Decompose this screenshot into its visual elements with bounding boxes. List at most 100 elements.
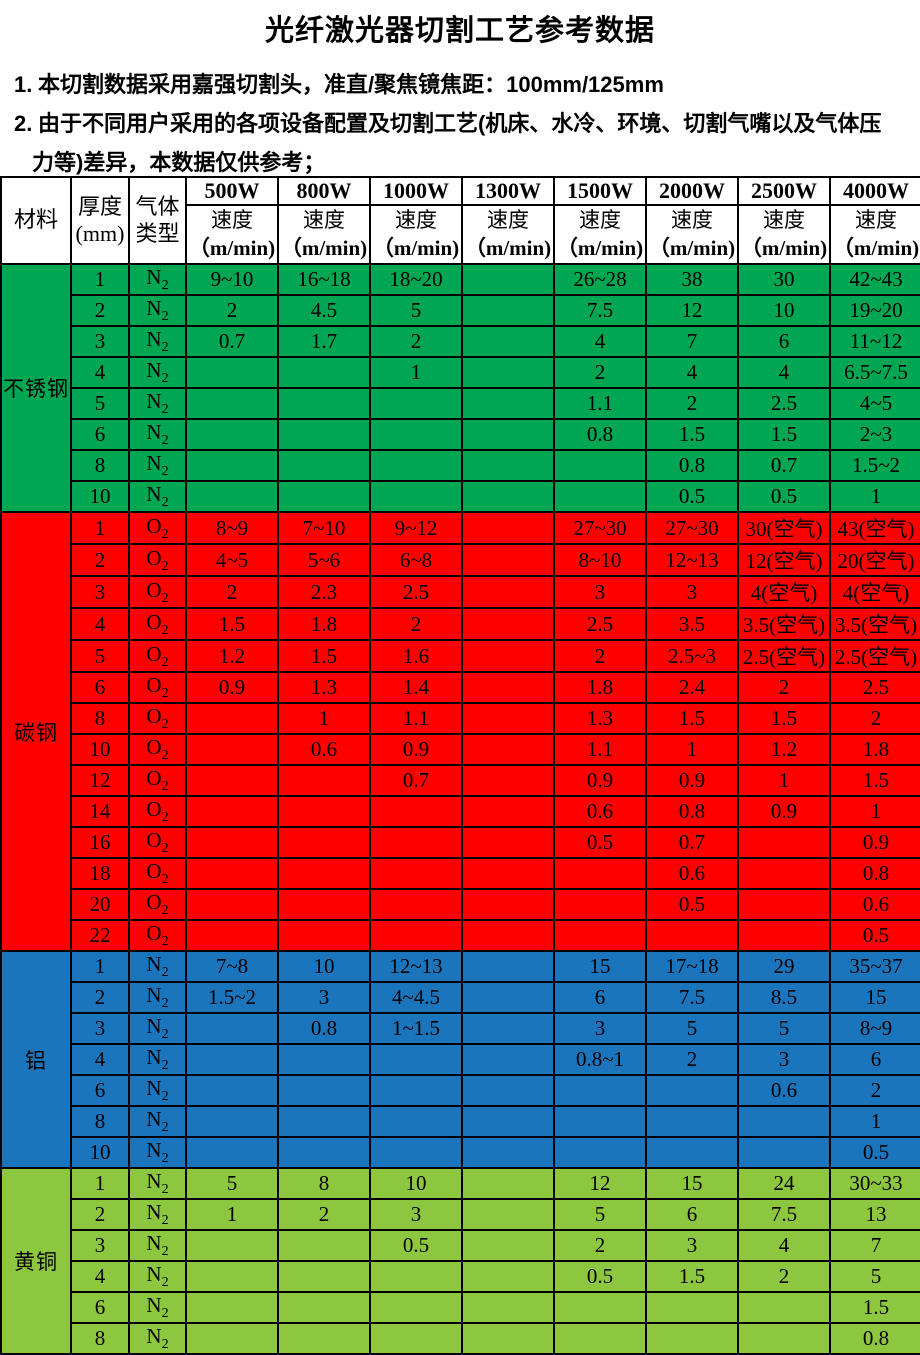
speed-cell: 5 xyxy=(737,1012,831,1045)
speed-header-unit: （m/min) xyxy=(188,235,276,260)
thickness-cell: 22 xyxy=(70,919,130,952)
speed-cell xyxy=(369,1260,463,1293)
speed-cell xyxy=(645,1322,739,1355)
speed-header-label: 速度 xyxy=(671,207,713,232)
gas-cell: O2 xyxy=(128,607,187,641)
gas-symbol: N xyxy=(146,327,162,351)
speed-cell xyxy=(185,733,279,766)
gas-subscript: 2 xyxy=(161,1182,169,1197)
table-row: 铝 1 N2 7~8 10 12~13 15 17~18 29 35~37 xyxy=(0,950,920,1169)
speed-cell xyxy=(185,857,279,890)
speed-header: 速度 （m/min) xyxy=(737,204,831,265)
speed-cell xyxy=(461,1012,555,1045)
speed-cell xyxy=(461,543,555,577)
gas-subscript: 2 xyxy=(161,1213,169,1228)
table-row: 2 O2 4~5 5~6 6~8 8~10 12~13 12(空气) 20(空气) xyxy=(1,543,920,577)
gas-subscript: 2 xyxy=(161,779,169,794)
gas-symbol: O xyxy=(146,673,162,697)
power-header: 2000W xyxy=(645,176,739,206)
speed-cell: 1 xyxy=(829,795,920,828)
gas-cell: O2 xyxy=(128,919,187,952)
speed-cell xyxy=(461,575,555,609)
speed-cell xyxy=(553,449,647,482)
speed-cell: 30(空气) xyxy=(737,511,831,545)
speed-cell xyxy=(277,857,371,890)
speed-cell: 4~4.5 xyxy=(369,981,463,1014)
speed-cell: 5 xyxy=(829,1260,920,1293)
table-row: 5 O2 1.2 1.5 1.6 2 2.5~3 2.5(空气) 2.5(空气) xyxy=(1,639,920,673)
material-cell: 碳钢 xyxy=(0,511,72,952)
speed-cell xyxy=(737,919,831,952)
speed-cell: 2 xyxy=(645,387,739,420)
speed-cell: 10 xyxy=(277,950,371,983)
power-header: 1300W xyxy=(461,176,555,206)
table-row: 22 O2 0.5 xyxy=(1,919,920,952)
gas-subscript: 2 xyxy=(161,1027,169,1042)
speed-cell: 7.5 xyxy=(737,1198,831,1231)
speed-cell: 2 xyxy=(829,1074,920,1107)
thickness-cell: 18 xyxy=(70,857,130,890)
table-row: 黄铜 1 N2 5 8 10 12 15 24 30~33 xyxy=(0,1167,920,1355)
speed-cell: 2.5 xyxy=(829,671,920,704)
speed-cell: 12(空气) xyxy=(737,543,831,577)
thickness-cell: 1 xyxy=(70,1167,130,1200)
speed-cell xyxy=(461,1260,555,1293)
speed-cell xyxy=(277,418,371,451)
power-header: 1500W xyxy=(553,176,647,206)
speed-header-label: 速度 xyxy=(579,207,621,232)
speed-cell: 4 xyxy=(737,356,831,389)
gas-symbol: N xyxy=(146,1231,162,1255)
speed-cell: 0.7 xyxy=(737,449,831,482)
table-row: 8 N2 0.8 xyxy=(1,1322,920,1355)
gas-subscript: 2 xyxy=(161,903,169,918)
speed-cell: 5 xyxy=(645,1012,739,1045)
speed-cell: 1.2 xyxy=(737,733,831,766)
table-row: 3 N2 0.5 2 3 4 7 xyxy=(1,1229,920,1262)
speed-cell: 18~20 xyxy=(369,263,463,296)
speed-cell xyxy=(185,1043,279,1076)
speed-cell: 1.5 xyxy=(829,1291,920,1324)
speed-cell: 12 xyxy=(645,294,739,327)
note-content: 由于不同用户采用的各项设备配置及切割工艺(机床、水冷、环境、切割气嘴以及气体压力… xyxy=(32,104,920,182)
gas-subscript: 2 xyxy=(161,841,169,856)
speed-cell: 1.1 xyxy=(553,387,647,420)
speed-cell xyxy=(737,1136,831,1169)
speed-cell: 0.5 xyxy=(829,1136,920,1169)
thickness-cell: 1 xyxy=(70,950,130,983)
gas-symbol: O xyxy=(146,859,162,883)
gas-subscript: 2 xyxy=(161,1058,169,1073)
gas-cell: O2 xyxy=(128,888,187,921)
gas-cell: O2 xyxy=(128,671,187,704)
speed-cell: 1 xyxy=(737,764,831,797)
speed-cell: 16~18 xyxy=(277,263,371,296)
speed-cell: 2 xyxy=(277,1198,371,1231)
speed-cell: 2 xyxy=(645,1043,739,1076)
gas-subscript: 2 xyxy=(161,278,169,293)
gas-cell: O2 xyxy=(128,764,187,797)
speed-cell xyxy=(369,826,463,859)
speed-cell xyxy=(645,1136,739,1169)
table-row: 2 N2 1 2 3 5 6 7.5 13 xyxy=(1,1198,920,1231)
gas-symbol: N xyxy=(146,482,162,506)
speed-header-unit: （m/min) xyxy=(280,235,368,260)
speed-cell: 1.5 xyxy=(737,418,831,451)
speed-cell: 0.5 xyxy=(737,480,831,513)
speed-cell xyxy=(737,1322,831,1355)
gas-symbol: N xyxy=(146,1076,162,1100)
speed-cell xyxy=(461,1074,555,1107)
speed-cell: 1.7 xyxy=(277,325,371,358)
speed-cell xyxy=(185,826,279,859)
speed-cell xyxy=(277,795,371,828)
gas-subscript: 2 xyxy=(161,965,169,980)
speed-cell xyxy=(461,356,555,389)
speed-cell: 30~33 xyxy=(829,1167,920,1200)
speed-cell: 4 xyxy=(553,325,647,358)
table-row: 10 N2 0.5 0.5 1 xyxy=(1,480,920,513)
speed-cell xyxy=(737,857,831,890)
thickness-cell: 2 xyxy=(70,1198,130,1231)
speed-cell: 3 xyxy=(645,1229,739,1262)
speed-cell: 1.5 xyxy=(185,607,279,641)
speed-cell: 0.8 xyxy=(277,1012,371,1045)
speed-cell: 38 xyxy=(645,263,739,296)
note-number: 1. xyxy=(14,72,33,97)
